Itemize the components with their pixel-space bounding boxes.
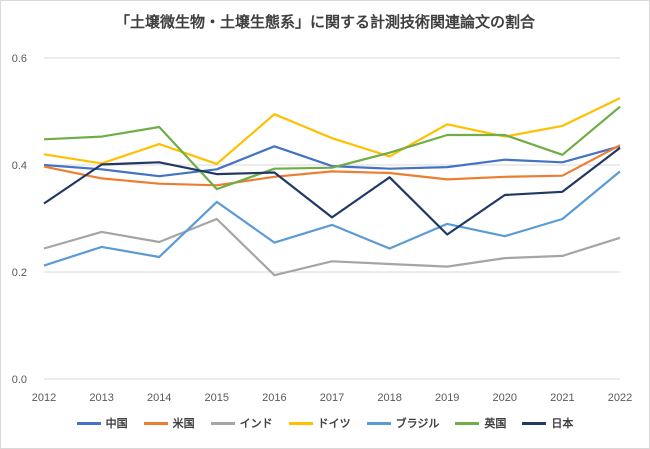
legend-swatch [76,421,101,425]
legend-item: インド [210,415,273,431]
x-tick-label: 2020 [493,392,517,404]
legend-swatch [455,421,480,425]
legend-swatch [522,421,547,425]
legend-swatch [366,421,391,425]
legend-item: ブラジル [366,415,440,431]
series-line-4 [43,170,621,267]
x-tick-label: 2014 [147,392,171,404]
series-line-5 [43,105,621,191]
legend-item: ドイツ [288,415,351,431]
legend-item: 英国 [455,415,506,431]
x-tick-label: 2015 [205,392,229,404]
x-tick-label: 2016 [262,392,286,404]
legend-swatch [288,421,313,425]
series-line-3 [43,97,621,165]
legend-label: 日本 [551,417,574,430]
x-tick-label: 2022 [608,392,632,404]
x-tick-label: 2017 [320,392,344,404]
legend-item: 日本 [522,415,573,431]
x-tick-label: 2018 [377,392,401,404]
y-tick-label: 0.6 [12,53,27,65]
legend-label: 英国 [484,417,507,430]
legend-item: 中国 [76,415,128,431]
x-tick-label: 2013 [89,392,113,404]
legend-label: ドイツ [317,417,351,430]
x-tick-label: 2019 [435,392,459,404]
legend-label: ブラジル [395,417,440,430]
y-tick-label: 0.4 [12,160,27,172]
series-line-6 [43,147,621,236]
series-line-0 [43,145,621,178]
legend: 中国 米国 インド ドイツ ブラジル 英国 日本 [1,415,649,431]
legend-label: 米国 [172,417,195,430]
legend-label: インド [239,417,273,430]
legend-item: 米国 [143,415,195,431]
series-line-2 [43,217,621,277]
legend-swatch [143,421,168,425]
series-line-1 [43,144,621,187]
chart-title: 「土壌微生物・土壌生態系」に関する計測技術関連論文の割合 [114,13,535,31]
legend-swatch [210,421,235,425]
y-tick-label: 0.0 [12,374,27,386]
y-tick-label: 0.2 [12,267,27,279]
x-tick-label: 2012 [32,392,56,404]
x-tick-label: 2021 [550,392,574,404]
legend-label: 中国 [105,417,128,430]
